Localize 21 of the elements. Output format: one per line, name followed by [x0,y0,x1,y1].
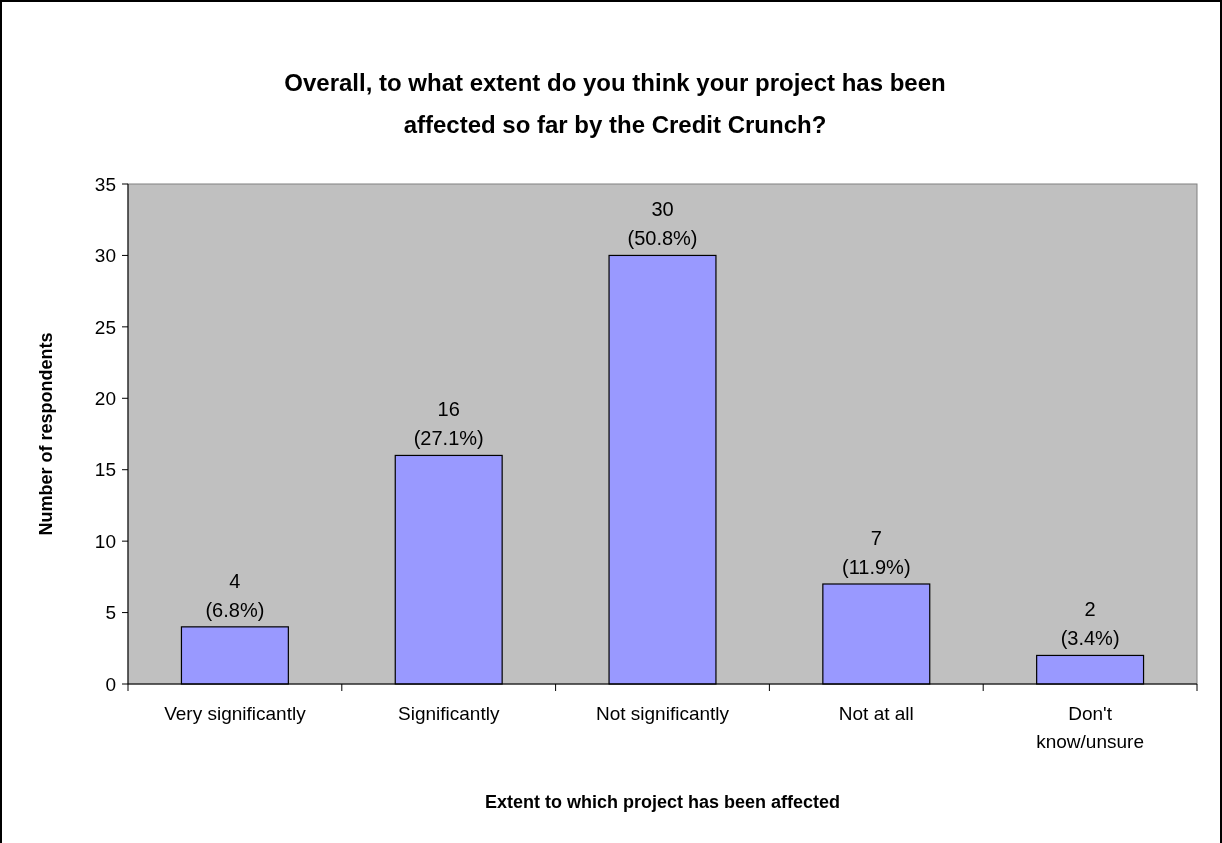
y-tick-label: 0 [105,673,116,695]
chart-title: Overall, to what extent do you think your project has been affected so far by the Credit Crunch? [284,69,946,138]
data-label: 7 (11.9%) [842,527,911,578]
x-axis-title: Extent to which project has been affected [484,792,841,812]
y-tick-label: 30 [94,245,116,267]
data-label: 2 (3.4%) [1060,598,1120,650]
y-tick-label: 20 [94,387,116,409]
y-axis-title: Number of respondents [36,332,56,536]
data-label: 16 (27.1%) [413,398,484,450]
data-label: 4 (6.8%) [205,569,265,621]
x-tick-label: Very significantly [164,703,307,724]
x-tick-label: Significantly [398,703,500,724]
y-tick-label: 5 [105,602,116,624]
x-tick-label: Not significantly [595,703,730,724]
y-tick-label: 10 [94,530,116,552]
y-tick-label: 15 [94,459,116,481]
y-tick-label: 25 [94,316,116,338]
data-label: 30 (50.8%) [627,198,698,250]
y-tick-label: 35 [94,173,116,195]
x-tick-label: Not at all [838,703,914,724]
x-tick-label: Don't know/unsure [1036,703,1144,752]
